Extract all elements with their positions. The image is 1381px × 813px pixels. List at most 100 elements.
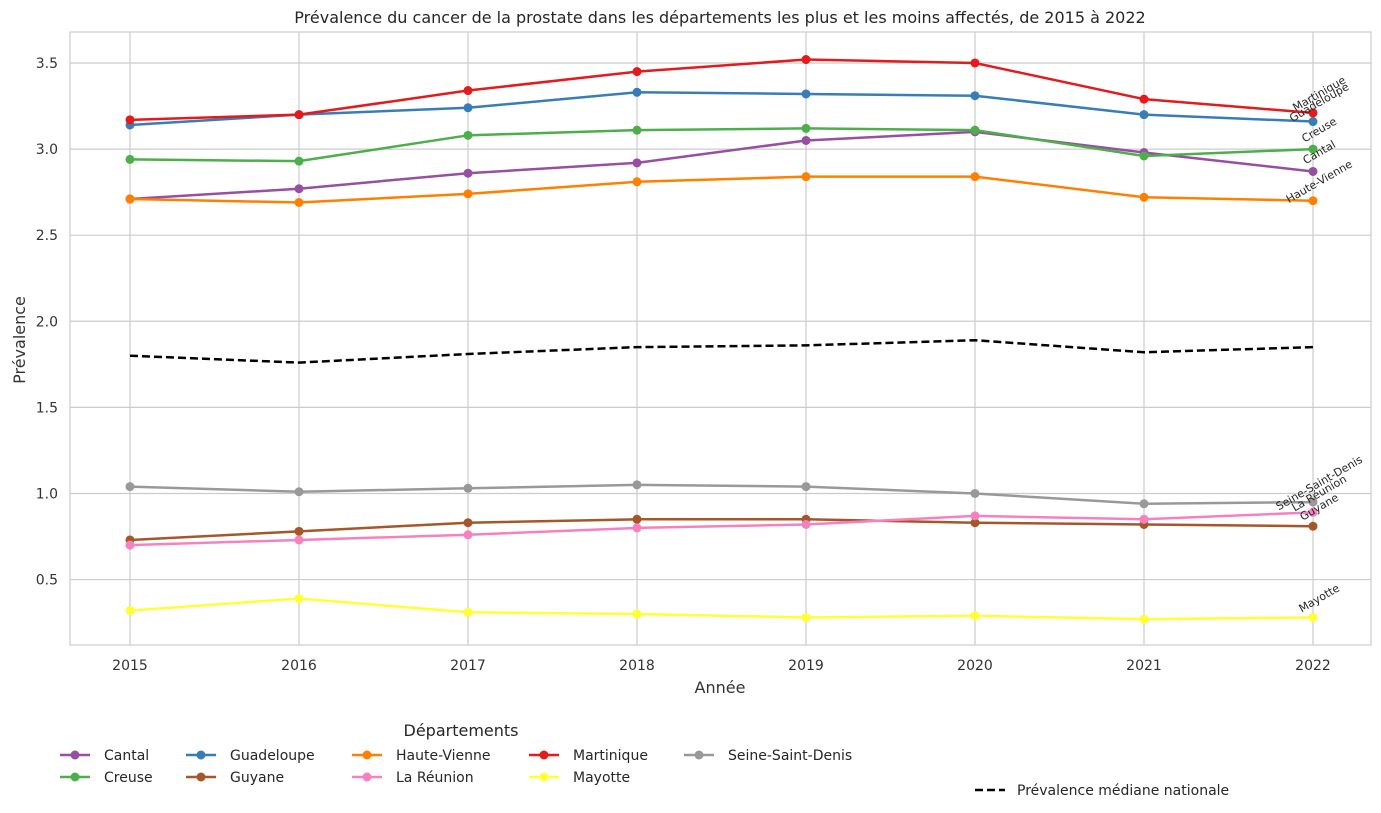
data-point	[1139, 151, 1149, 161]
series-mayotte	[125, 594, 1318, 624]
legend-swatch-marker	[539, 750, 549, 760]
legend-title: Départements	[404, 721, 519, 740]
data-point	[294, 110, 304, 120]
data-point	[1308, 497, 1318, 507]
chart-title: Prévalence du cancer de la prostate dans…	[294, 8, 1145, 27]
grid	[70, 32, 1371, 645]
legend-swatch-marker	[196, 772, 206, 782]
plot-frame	[69, 31, 1372, 646]
data-point	[1139, 110, 1149, 120]
data-point	[970, 488, 980, 498]
data-point	[970, 125, 980, 135]
data-point	[1308, 144, 1318, 154]
data-point	[1308, 612, 1318, 622]
legend-swatch-marker	[362, 750, 372, 760]
series-haute-vienne	[125, 172, 1318, 207]
data-point	[294, 156, 304, 166]
data-point	[463, 168, 473, 178]
legend-label: Seine-Saint-Denis	[728, 748, 852, 764]
x-tick-label: 2019	[788, 658, 824, 674]
data-point	[294, 526, 304, 536]
median-legend-label: Prévalence médiane nationale	[1017, 783, 1229, 799]
y-tick-label: 3.0	[36, 142, 58, 158]
series-martinique	[125, 55, 1318, 125]
y-tick-label: 1.0	[36, 486, 58, 502]
legend-entry: Cantal	[60, 748, 149, 764]
data-point	[801, 172, 811, 182]
data-point	[970, 58, 980, 68]
data-point	[632, 67, 642, 77]
data-point	[463, 86, 473, 96]
data-point	[970, 91, 980, 101]
legend-entry: La Réunion	[352, 770, 474, 786]
data-point	[125, 606, 135, 616]
data-point	[970, 511, 980, 521]
y-axis-label: Prévalence	[10, 296, 29, 384]
series-line	[129, 175, 1314, 204]
legend-label: Creuse	[104, 770, 153, 786]
series-line	[129, 127, 1314, 163]
legend-swatch-marker	[70, 772, 80, 782]
legend-swatch-marker	[196, 750, 206, 760]
legend-entry: Guadeloupe	[186, 748, 315, 764]
x-tick-label: 2018	[619, 658, 655, 674]
legend-label: Guyane	[230, 770, 284, 786]
data-point	[801, 135, 811, 145]
median-series-line	[129, 338, 1314, 364]
legend-label: Martinique	[573, 748, 648, 764]
y-tick-label: 2.0	[36, 314, 58, 330]
legend-label: Haute-Vienne	[396, 748, 490, 764]
data-point	[632, 87, 642, 97]
data-point	[1308, 507, 1318, 517]
y-tick-label: 2.5	[36, 228, 58, 244]
x-tick-label: 2015	[112, 658, 148, 674]
data-point	[294, 535, 304, 545]
data-point	[632, 177, 642, 187]
data-point	[463, 483, 473, 493]
data-point	[463, 518, 473, 528]
data-point	[125, 540, 135, 550]
series-line	[129, 130, 1314, 201]
axis-ticks: 2015 2016 2017 2018 2019 2020 2021 2022 0.5 1.0 1.…	[36, 56, 1331, 674]
data-point	[801, 519, 811, 529]
legend-entry: Mayotte	[529, 770, 630, 786]
data-point	[632, 125, 642, 135]
legend-label: Guadeloupe	[230, 748, 315, 764]
series-la-reunion	[125, 507, 1318, 550]
data-point	[801, 89, 811, 99]
data-point	[1139, 192, 1149, 202]
data-point	[1308, 108, 1318, 118]
series-cantal	[125, 127, 1318, 204]
data-point	[294, 487, 304, 497]
data-point	[1308, 196, 1318, 206]
data-point	[801, 55, 811, 65]
data-point	[125, 154, 135, 164]
legend-label: Mayotte	[573, 770, 630, 786]
series-creuse	[125, 123, 1318, 166]
series-line	[129, 483, 1314, 506]
series-line	[129, 91, 1314, 127]
legend-entry: Haute-Vienne	[352, 748, 490, 764]
data-point	[632, 609, 642, 619]
series-line	[129, 597, 1314, 621]
series-guadeloupe	[125, 87, 1318, 130]
legend-label: La Réunion	[396, 770, 474, 786]
series-line	[129, 511, 1314, 547]
national-median-line	[129, 338, 1314, 364]
data-point	[463, 130, 473, 140]
legend-entry: Martinique	[529, 748, 648, 764]
legend-swatch-marker	[539, 772, 549, 782]
data-point	[801, 612, 811, 622]
data-point	[1308, 521, 1318, 531]
data-point	[125, 194, 135, 204]
series-end-label: Mayotte	[1297, 581, 1343, 615]
data-point	[970, 611, 980, 621]
data-point	[632, 514, 642, 524]
data-point	[125, 115, 135, 125]
data-point	[970, 518, 980, 528]
median-legend: Prévalence médiane nationale	[975, 783, 1229, 799]
y-tick-label: 0.5	[36, 573, 58, 589]
legend-entry: Guyane	[186, 770, 284, 786]
legend: Départements Cantal Creuse Guadeloupe Guyan…	[60, 721, 852, 786]
